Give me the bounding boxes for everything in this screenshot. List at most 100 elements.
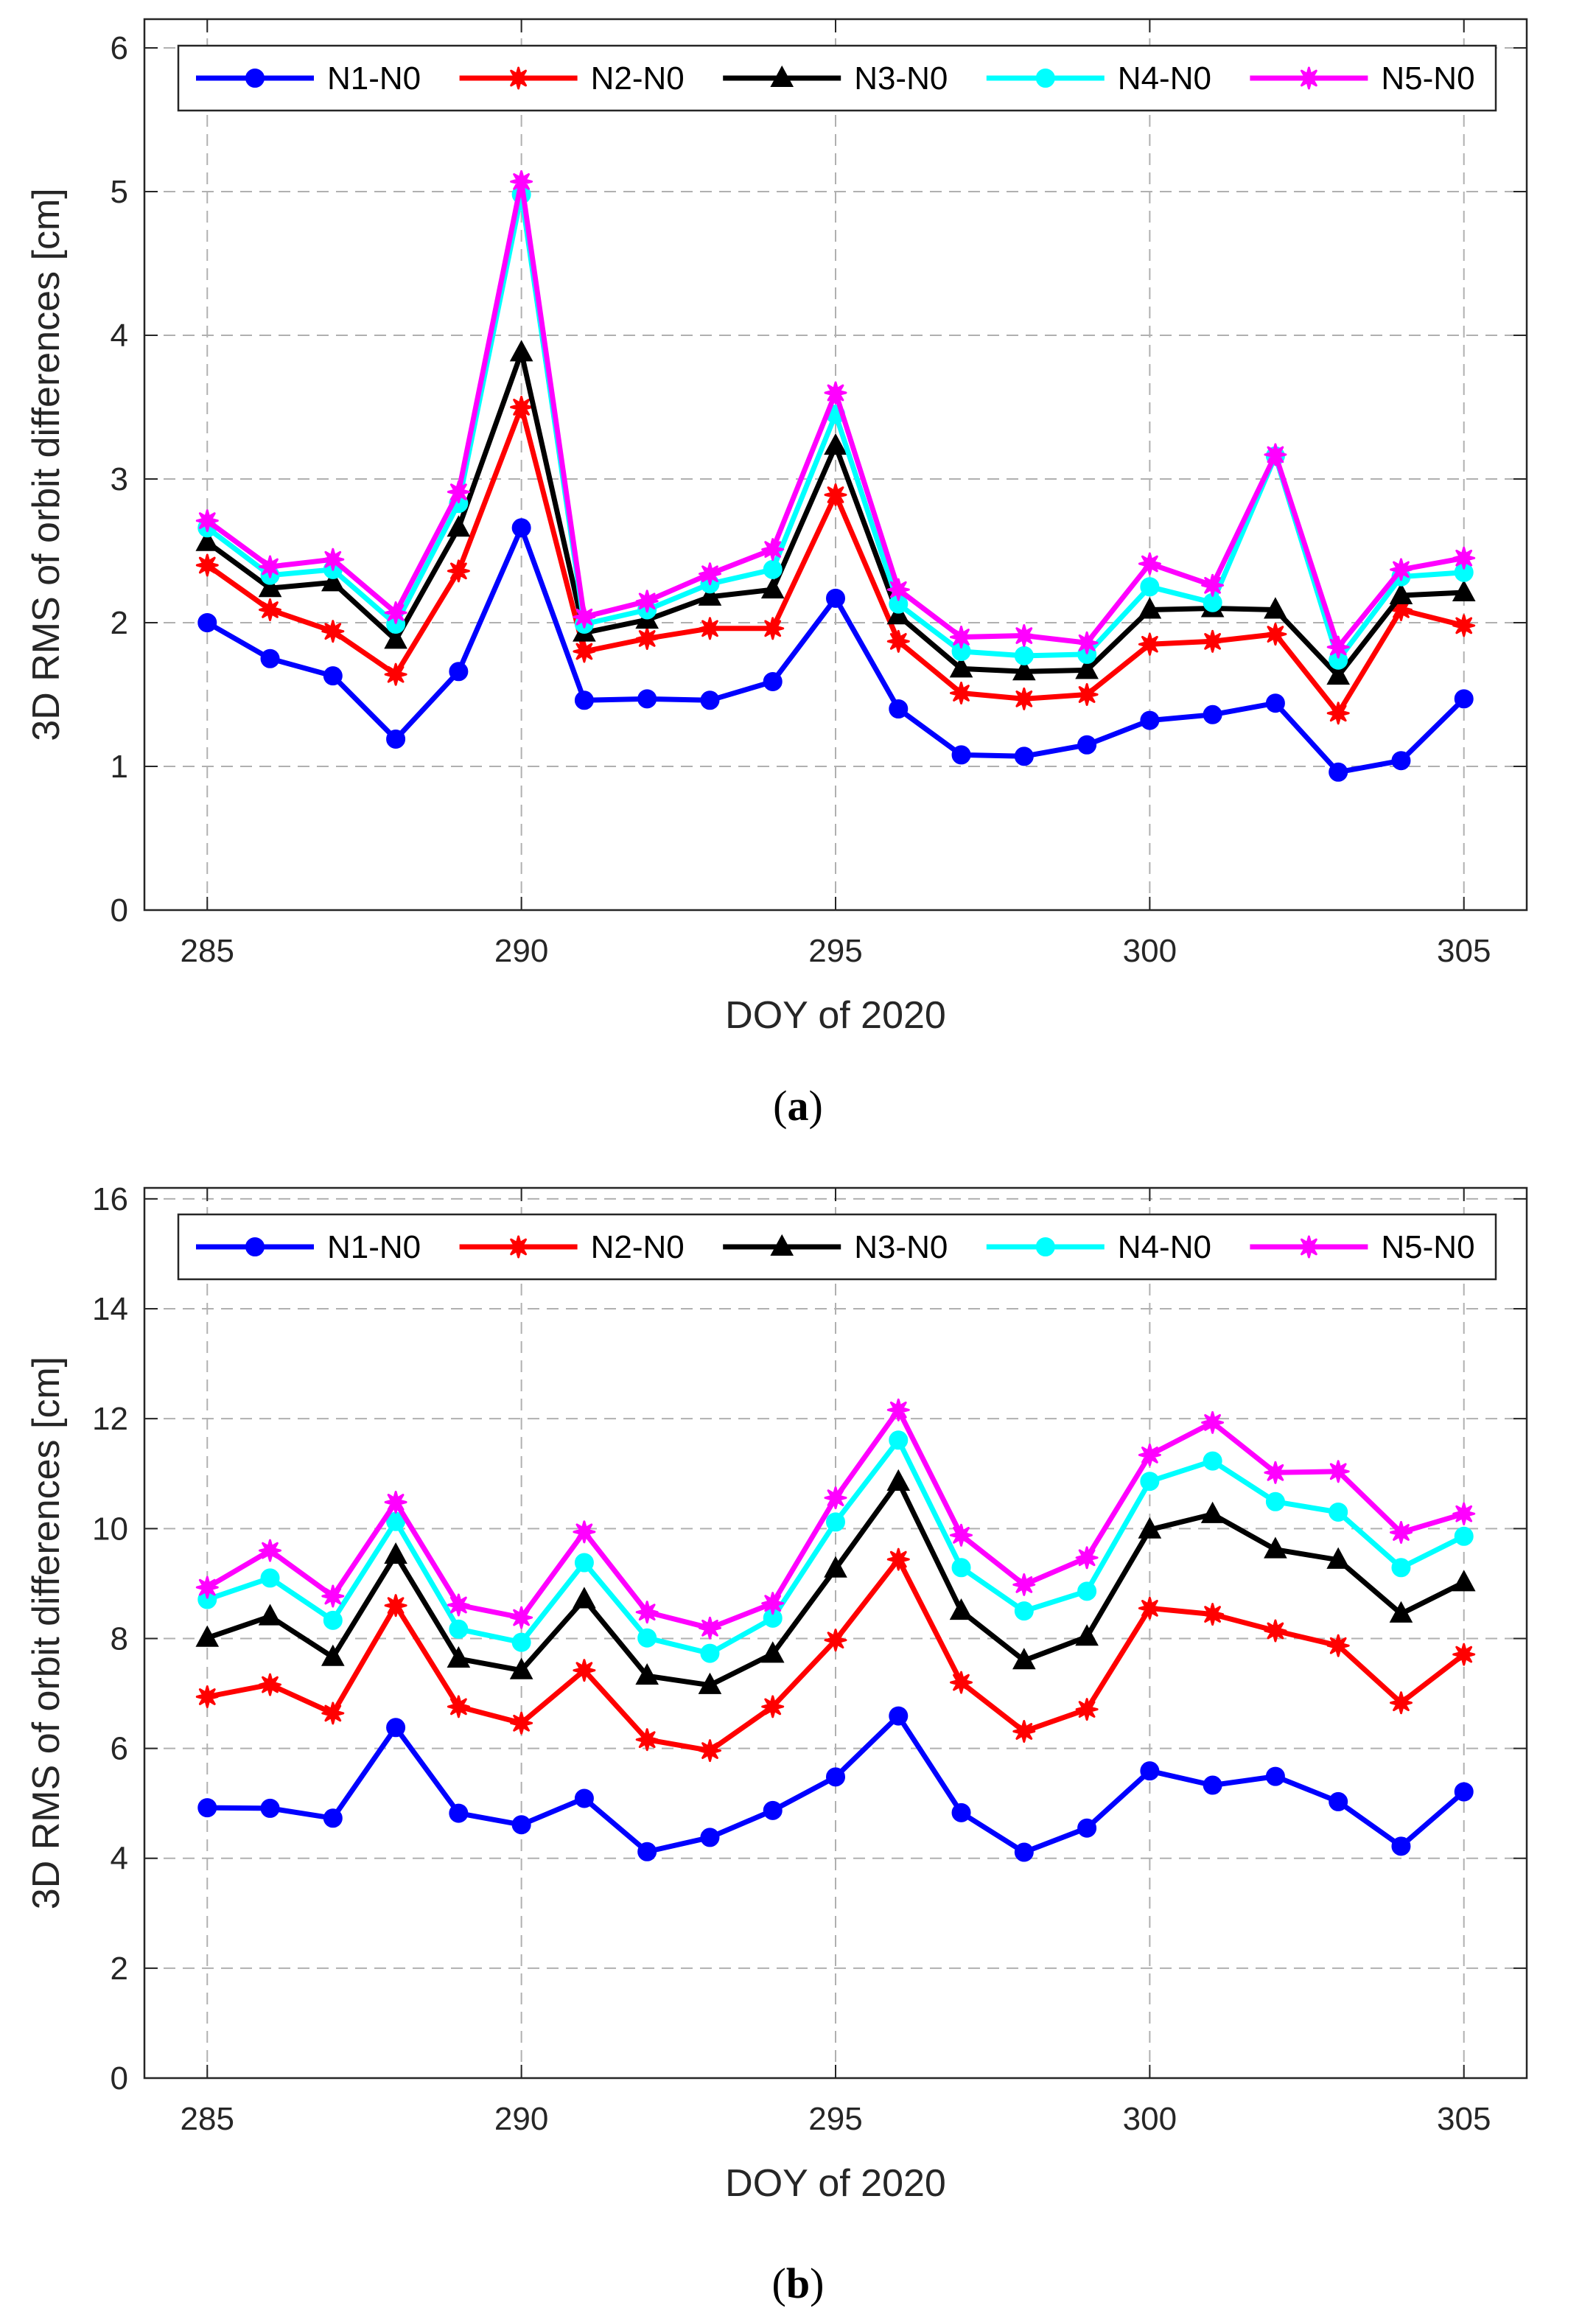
data-point bbox=[635, 1728, 659, 1752]
series-n5-n0 bbox=[195, 1398, 1476, 1640]
data-point bbox=[1452, 546, 1476, 570]
data-point bbox=[824, 433, 847, 455]
data-point bbox=[1201, 1410, 1225, 1434]
data-point bbox=[1452, 579, 1476, 602]
data-point bbox=[761, 538, 785, 562]
legend-label: N2-N0 bbox=[591, 60, 685, 97]
data-point bbox=[509, 340, 533, 362]
data-point bbox=[1264, 623, 1287, 646]
data-point bbox=[258, 576, 282, 598]
data-point bbox=[1391, 751, 1411, 771]
data-point bbox=[1326, 1547, 1351, 1569]
data-point bbox=[1140, 710, 1160, 730]
data-point bbox=[1138, 632, 1161, 656]
data-point bbox=[635, 590, 659, 613]
y-tick-label: 12 bbox=[92, 1401, 128, 1437]
data-point bbox=[824, 483, 847, 506]
data-point bbox=[699, 562, 721, 586]
data-point bbox=[384, 662, 407, 686]
caption-b: (b) bbox=[772, 2259, 825, 2307]
data-point bbox=[1326, 1634, 1350, 1657]
x-tick-label: 300 bbox=[1123, 933, 1177, 969]
data-point bbox=[1138, 1443, 1161, 1466]
data-point bbox=[323, 1610, 343, 1630]
data-point bbox=[1390, 1691, 1413, 1715]
data-point bbox=[509, 1657, 533, 1679]
data-point bbox=[1012, 1720, 1036, 1743]
y-tick-label: 0 bbox=[111, 892, 128, 929]
data-point bbox=[951, 745, 971, 765]
data-point bbox=[1075, 631, 1099, 654]
series-n2-n0 bbox=[195, 1548, 1476, 1763]
data-point bbox=[1326, 1460, 1350, 1483]
data-point bbox=[886, 603, 911, 625]
data-point bbox=[197, 613, 217, 632]
data-point bbox=[1012, 687, 1036, 710]
data-point bbox=[1138, 552, 1161, 576]
data-point bbox=[1077, 1581, 1097, 1601]
legend-label: N5-N0 bbox=[1381, 60, 1474, 97]
data-point bbox=[1264, 1536, 1287, 1559]
y-tick-label: 6 bbox=[111, 30, 128, 66]
data-point bbox=[447, 1593, 470, 1617]
data-point bbox=[259, 1673, 281, 1696]
data-point bbox=[1326, 663, 1351, 685]
data-point bbox=[886, 1469, 911, 1491]
legend-entry: N5-N0 bbox=[1250, 60, 1475, 97]
data-point bbox=[1454, 1526, 1474, 1546]
data-point bbox=[1265, 1766, 1285, 1786]
data-point bbox=[1012, 624, 1036, 647]
data-point bbox=[574, 690, 594, 710]
data-point bbox=[761, 617, 785, 640]
data-point bbox=[511, 518, 531, 538]
legend-label: N1-N0 bbox=[327, 1229, 421, 1265]
data-point bbox=[1454, 689, 1474, 709]
data-point bbox=[1326, 635, 1350, 659]
data-point bbox=[1140, 1761, 1160, 1781]
data-point bbox=[824, 1629, 847, 1652]
y-tick-label: 14 bbox=[92, 1291, 128, 1327]
data-point bbox=[700, 690, 720, 710]
data-point bbox=[700, 1643, 720, 1663]
y-tick-label: 2 bbox=[111, 1951, 128, 1987]
legend-marker bbox=[507, 66, 531, 90]
x-tick-label: 290 bbox=[494, 933, 548, 969]
data-point bbox=[1201, 1603, 1225, 1626]
data-point bbox=[763, 559, 783, 579]
data-point bbox=[1201, 573, 1225, 597]
data-point bbox=[573, 1520, 596, 1544]
data-point bbox=[1140, 577, 1160, 597]
data-point bbox=[1326, 702, 1350, 725]
data-point bbox=[889, 1706, 909, 1726]
data-point bbox=[195, 509, 219, 533]
data-point bbox=[824, 1486, 847, 1510]
x-tick-label: 295 bbox=[808, 933, 862, 969]
data-point bbox=[1452, 614, 1476, 637]
data-point bbox=[949, 1598, 973, 1620]
data-point bbox=[826, 1512, 845, 1532]
data-point bbox=[384, 1594, 407, 1618]
legend-entry: N4-N0 bbox=[986, 1229, 1211, 1265]
series-n4-n0 bbox=[197, 184, 1474, 670]
data-point bbox=[1077, 1818, 1097, 1838]
legend-label: N3-N0 bbox=[854, 1229, 948, 1265]
x-tick-label: 285 bbox=[181, 933, 234, 969]
data-point bbox=[259, 555, 281, 578]
legend-entry: N1-N0 bbox=[196, 60, 421, 97]
data-point bbox=[1012, 1573, 1036, 1596]
data-point bbox=[573, 605, 596, 629]
legend-label: N4-N0 bbox=[1118, 60, 1211, 97]
data-point bbox=[321, 548, 345, 571]
data-point bbox=[1014, 1842, 1034, 1862]
x-tick-label: 305 bbox=[1437, 2101, 1491, 2137]
data-point bbox=[1075, 683, 1099, 706]
data-point bbox=[1452, 1643, 1476, 1666]
data-point bbox=[1329, 762, 1348, 782]
y-tick-label: 6 bbox=[111, 1731, 128, 1767]
data-point bbox=[824, 1556, 847, 1578]
data-point bbox=[1138, 1517, 1162, 1539]
data-point bbox=[321, 620, 345, 643]
x-axis-label: DOY of 2020 bbox=[725, 994, 946, 1037]
axes-box bbox=[143, 18, 1528, 912]
